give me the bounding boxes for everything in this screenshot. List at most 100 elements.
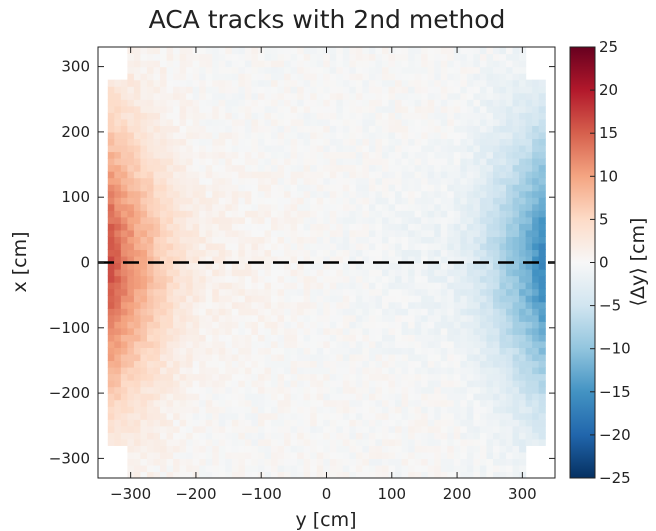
heatmap-cell xyxy=(538,406,546,414)
heatmap-cell xyxy=(160,327,168,335)
heatmap-cell xyxy=(466,112,474,120)
heatmap-cell xyxy=(244,347,253,355)
heatmap-cell xyxy=(186,282,194,290)
heatmap-cell xyxy=(284,151,292,159)
heatmap-cell xyxy=(421,210,429,218)
heatmap-cell xyxy=(166,112,174,120)
heatmap-cell xyxy=(264,73,272,81)
heatmap-cell xyxy=(453,99,461,107)
heatmap-cell xyxy=(251,288,259,296)
heatmap-cell xyxy=(133,464,142,473)
heatmap-cell xyxy=(519,92,527,100)
heatmap-cell xyxy=(434,275,442,283)
heatmap-cell xyxy=(205,275,213,283)
heatmap-cell xyxy=(160,406,168,414)
heatmap-cell xyxy=(512,393,520,401)
heatmap-cell xyxy=(440,327,448,335)
heatmap-cell xyxy=(316,151,324,159)
heatmap-cell xyxy=(114,386,122,394)
heatmap-cell xyxy=(440,255,448,264)
heatmap-cell xyxy=(447,47,455,55)
heatmap-cell xyxy=(114,158,122,166)
heatmap-cell xyxy=(251,327,259,335)
heatmap-cell xyxy=(401,177,409,185)
heatmap-cell xyxy=(368,216,377,224)
heatmap-cell xyxy=(388,360,396,368)
heatmap-cell xyxy=(173,393,181,401)
heatmap-cell xyxy=(342,118,350,126)
heatmap-cell xyxy=(453,177,461,185)
heatmap-cell xyxy=(231,432,239,440)
heatmap-cell xyxy=(401,308,409,316)
heatmap-cell xyxy=(244,334,253,342)
heatmap-cell xyxy=(146,177,155,185)
heatmap-cell xyxy=(271,393,279,401)
heatmap-cell xyxy=(440,105,448,113)
heatmap-cell xyxy=(192,177,200,185)
heatmap-cell xyxy=(329,66,337,74)
heatmap-cell xyxy=(140,171,148,179)
heatmap-cell xyxy=(519,118,527,126)
heatmap-cell xyxy=(408,105,416,113)
heatmap-cell xyxy=(427,386,435,394)
heatmap-cell xyxy=(525,92,533,100)
heatmap-cell xyxy=(349,451,357,460)
heatmap-cell xyxy=(244,47,253,55)
heatmap-cell xyxy=(368,288,377,296)
heatmap-cell xyxy=(329,158,337,166)
heatmap-cell xyxy=(120,118,128,126)
heatmap-cell xyxy=(284,295,292,303)
heatmap-cell xyxy=(368,406,377,414)
heatmap-cell xyxy=(153,386,161,394)
heatmap-cell xyxy=(506,464,514,473)
heatmap-cell xyxy=(271,471,279,478)
heatmap-cell xyxy=(140,190,148,198)
heatmap-cell xyxy=(388,347,396,355)
heatmap-cell xyxy=(271,314,279,322)
heatmap-cell xyxy=(362,118,370,126)
heatmap-cell xyxy=(342,138,350,146)
heatmap-cell xyxy=(349,353,357,362)
heatmap-cell xyxy=(368,255,377,264)
heatmap-cell xyxy=(486,327,494,335)
heatmap-cell xyxy=(179,314,187,322)
heatmap-cell xyxy=(303,288,311,296)
heatmap-cell xyxy=(146,105,155,113)
heatmap-cell xyxy=(192,223,200,231)
heatmap-cell xyxy=(179,125,187,133)
heatmap-cell xyxy=(427,210,435,218)
heatmap-cell xyxy=(251,197,259,205)
heatmap-cell xyxy=(421,144,429,153)
heatmap-cell xyxy=(257,203,266,211)
heatmap-cell xyxy=(173,412,181,420)
heatmap-cell xyxy=(434,47,442,55)
heatmap-cell xyxy=(453,112,461,120)
heatmap-cell xyxy=(329,190,337,198)
heatmap-cell xyxy=(479,445,488,453)
heatmap-cell xyxy=(427,184,435,192)
heatmap-cell xyxy=(434,386,442,394)
heatmap-cell xyxy=(466,73,474,81)
heatmap-cell xyxy=(114,301,122,309)
heatmap-cell xyxy=(492,177,501,185)
heatmap-cell xyxy=(395,223,403,231)
heatmap-cell xyxy=(212,236,220,244)
heatmap-cell xyxy=(120,151,128,159)
heatmap-cell xyxy=(453,412,461,420)
heatmap-cell xyxy=(160,288,168,296)
heatmap-cell xyxy=(368,275,377,283)
heatmap-cell xyxy=(218,321,226,329)
heatmap-cell xyxy=(492,203,501,211)
heatmap-cell xyxy=(238,236,246,244)
heatmap-cell xyxy=(421,118,429,126)
heatmap-cell xyxy=(388,412,396,420)
heatmap-cell xyxy=(499,144,507,153)
heatmap-cell xyxy=(486,131,494,140)
heatmap-cell xyxy=(186,151,194,159)
heatmap-cell xyxy=(284,399,292,407)
heatmap-cell xyxy=(290,118,298,126)
heatmap-cell xyxy=(506,386,514,394)
heatmap-cell xyxy=(473,86,481,94)
heatmap-cell xyxy=(395,301,403,309)
heatmap-cell xyxy=(290,425,298,433)
